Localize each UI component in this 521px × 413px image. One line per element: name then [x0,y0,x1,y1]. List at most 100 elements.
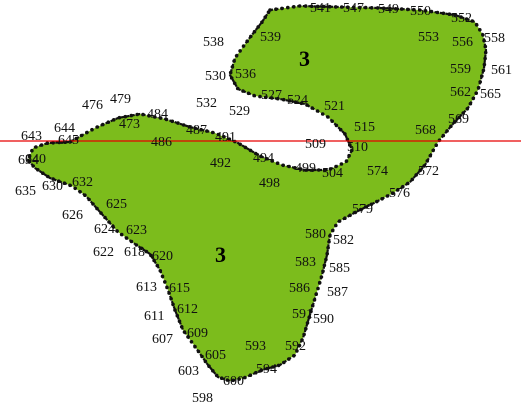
vertex-label: 594 [256,362,277,377]
vertex-dot [210,130,215,135]
vertex-dot [248,148,253,153]
vertex-dot [474,22,479,27]
vertex-dot [158,116,163,120]
vertex-dot [478,28,482,32]
vertex-dot [95,125,100,129]
vertex-label: 538 [203,35,224,50]
vertex-dot [264,95,268,100]
vertex-dots [27,4,488,383]
vertex-dot [171,302,175,307]
vertex-dot [297,343,302,348]
vertex-dot [95,206,99,211]
vertex-dot [314,292,319,297]
vertex-dot [319,275,324,279]
vertex-dot [152,258,156,263]
vertex-dot [481,33,485,37]
vertex-label: 504 [322,166,343,181]
vertex-label: 600 [223,374,244,389]
vertex-label: 550 [410,4,431,19]
vertex-dot [85,130,89,135]
vertex-dot [167,291,171,295]
vertex-dot [207,364,211,369]
vertex-label: 613 [136,280,157,295]
vertex-dot [205,129,209,133]
vertex-dot [222,135,226,139]
vertex-dot [107,220,111,224]
vertex-dot [177,319,182,324]
vertex-label: 598 [192,391,213,406]
vertex-dot [153,115,157,119]
vertex-dot [303,4,308,8]
region-outline [26,4,488,383]
vertex-dot [418,168,423,173]
vertex-dot [51,141,55,145]
vertex-dot [135,112,139,117]
vertex-dot [429,9,434,14]
vertex-dot [468,101,473,106]
vertex-dot [334,164,338,169]
vertex-dot [330,119,335,123]
vertex-dot [57,140,61,145]
vertex-dot [91,202,95,206]
vertex-label: 547 [343,1,364,16]
vertex-dot [292,354,296,358]
vertex-label: 587 [327,285,348,300]
vertex-dot [431,148,436,153]
vertex-label: 499 [295,161,316,176]
vertex-dot [310,303,315,308]
vertex-dot [435,10,440,15]
vertex-dot [39,143,44,147]
vertex-dot [292,5,296,9]
vertex-dot [304,326,308,331]
vertex-label: 539 [260,30,281,45]
vertex-dot [256,25,261,29]
vertex-dot [238,49,242,53]
vertex-dot [274,7,278,11]
vertex-dot [405,7,410,12]
vertex-dot [317,280,322,285]
vertex-label: 492 [210,156,231,171]
vertex-label: 568 [415,123,436,138]
vertex-label: 626 [62,208,83,223]
vertex-dot [73,186,77,191]
vertex-dot [481,68,486,73]
vertex-dot [305,321,310,325]
vertex-label: 605 [205,348,226,363]
vertex-label: 603 [178,364,199,379]
vertex-dot [56,179,61,183]
vertex-dot [478,80,483,84]
vertex-dot [264,156,269,161]
vertex-label: 607 [152,332,173,347]
vertex-dot [176,121,180,125]
vertex-dot [309,309,313,314]
vertex-label: 645 [58,133,79,148]
vertex-label: 558 [484,31,505,46]
vertex-dot [339,162,344,166]
vertex-dot [393,7,398,11]
vertex-dot [476,85,481,90]
vertex-dot [254,370,258,375]
vertex-dot [266,10,271,14]
vertex-label: 582 [333,233,354,248]
vertex-dot [119,232,124,237]
vertex-dot [46,174,50,179]
vertex-dot [316,286,320,291]
vertex-dot [312,298,317,302]
vertex-dot [327,240,331,244]
vertex-dot [237,377,241,381]
vertex-label: 562 [450,85,471,100]
vertex-dot [170,119,175,124]
vertex-dot [353,210,358,215]
vertex-label: 527 [261,88,282,103]
vertex-dot [243,375,247,380]
vertex-dot [203,359,208,364]
vertex-dot [87,197,91,202]
vertex-dot [169,297,173,301]
vertex-dot [316,168,321,172]
vertex-dot [307,315,312,320]
vertex-dot [117,115,122,120]
vertex-dot [410,177,415,182]
vertex-dot [147,114,151,118]
vertex-dot [482,62,487,67]
region-number-label: 3 [299,46,310,71]
